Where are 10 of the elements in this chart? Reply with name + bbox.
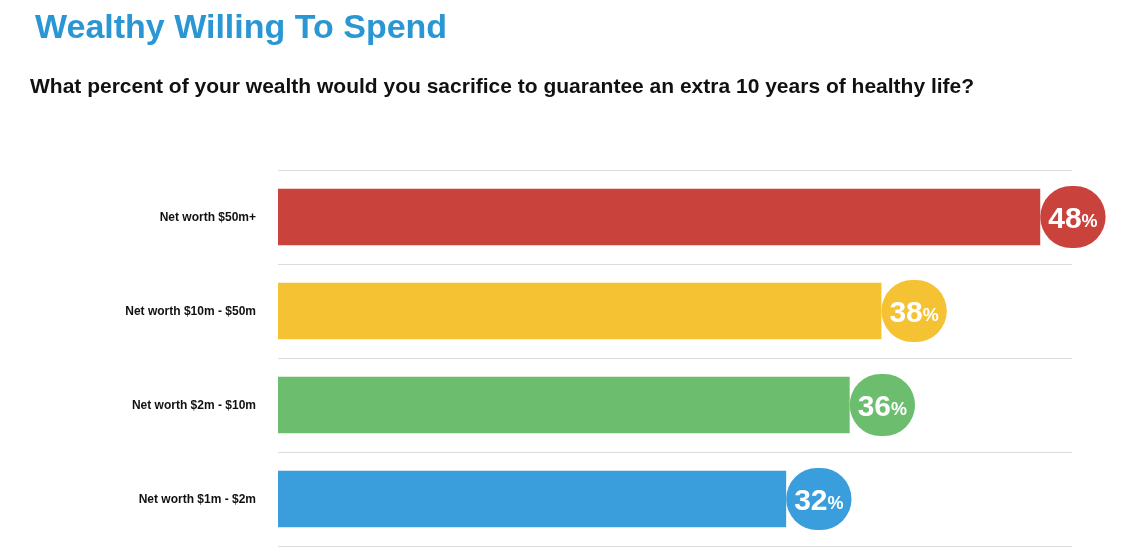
y-tick-label: Net worth $1m - $2m: [138, 492, 256, 506]
y-tick-label: Net worth $50m+: [159, 210, 256, 224]
y-tick-label: Net worth $10m - $50m: [125, 304, 256, 318]
chart-subtitle: What percent of your wealth would you sacrifice to guarantee an extra 10 years of healthy life?: [30, 73, 975, 97]
data-label: 32%: [794, 482, 844, 516]
y-tick-label: Net worth $2m - $10m: [131, 398, 256, 412]
data-label: 48%: [1048, 200, 1098, 234]
chart-title: Wealthy Willing To Spend: [35, 7, 448, 45]
data-label: 38%: [889, 294, 939, 328]
data-label: 36%: [857, 388, 908, 422]
